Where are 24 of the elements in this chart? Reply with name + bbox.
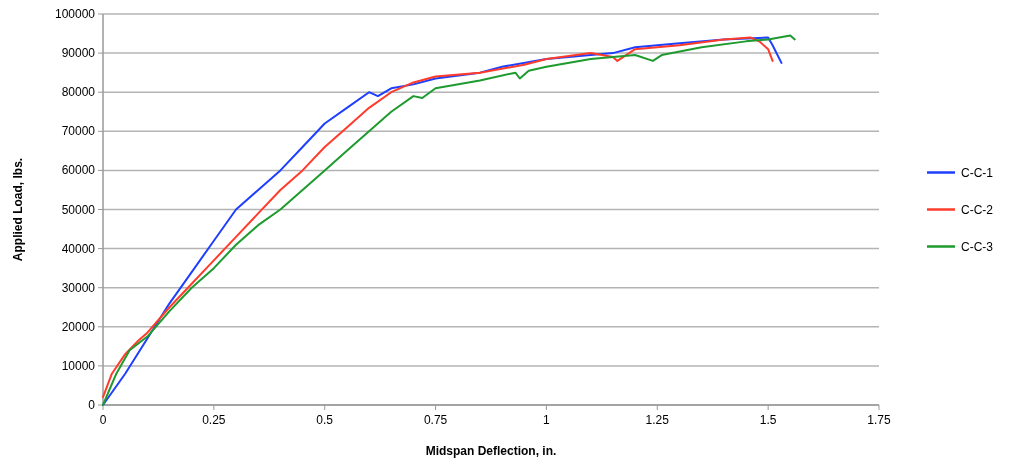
y-tick-label: 40000 [61, 241, 96, 256]
x-tick-label: 1.25 [645, 413, 670, 427]
x-tick-label: 1.5 [759, 413, 777, 427]
y-tick-label: 100000 [54, 7, 96, 21]
y-tick-label: 0 [88, 398, 96, 412]
y-tick-label: 10000 [61, 358, 96, 373]
legend-label: C-C-2 [961, 202, 994, 217]
legend-label: C-C-1 [961, 165, 994, 180]
x-tick-label: 0.25 [202, 413, 226, 427]
y-tick-label: 30000 [61, 280, 96, 295]
x-tick-label: 0 [99, 413, 107, 427]
y-axis-title: Applied Load, lbs. [11, 157, 25, 262]
y-tick-label: 20000 [61, 319, 96, 334]
x-axis-title: Midspan Deflection, in. [425, 444, 557, 458]
legend-label: C-C-3 [961, 239, 994, 254]
y-tick-label: 60000 [61, 163, 96, 178]
y-tick-label: 50000 [61, 202, 96, 217]
y-tick-label: 70000 [61, 124, 96, 139]
y-tick-label: 90000 [61, 46, 96, 61]
x-tick-label: 1.75 [867, 413, 891, 427]
y-tick-label: 80000 [61, 85, 96, 100]
x-tick-label: 1 [543, 413, 551, 427]
x-tick-label: 0.75 [423, 413, 448, 427]
x-tick-label: 0.5 [316, 413, 334, 427]
